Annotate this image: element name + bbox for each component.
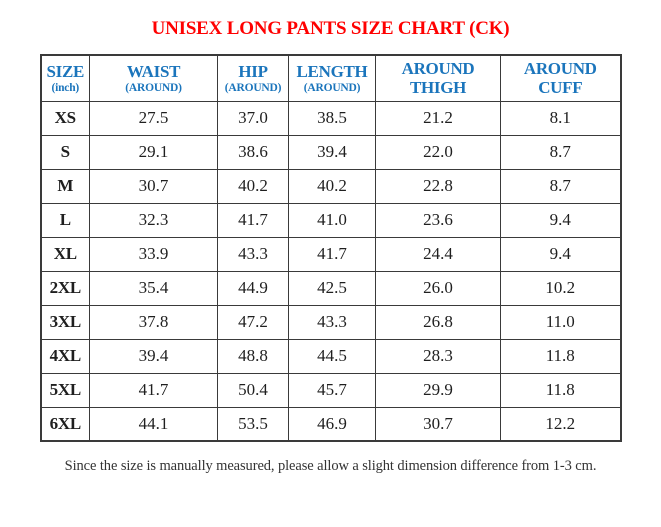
column-header-line2: CUFF bbox=[538, 78, 583, 98]
measurement-value: 53.5 bbox=[217, 406, 289, 442]
measurement-value: 45.7 bbox=[288, 372, 376, 408]
measurement-value: 11.8 bbox=[500, 372, 621, 408]
measurement-value: 44.1 bbox=[89, 406, 218, 442]
column-header-line2: (AROUND) bbox=[303, 81, 361, 94]
table-row-3xl: 3XL 37.8 47.2 43.3 26.8 11.0 bbox=[40, 304, 621, 340]
column-header-line2: (AROUND) bbox=[125, 81, 182, 94]
column-header-line1: AROUND bbox=[523, 59, 597, 79]
table-row-xl: XL 33.9 43.3 41.7 24.4 9.4 bbox=[40, 236, 621, 272]
measurement-value: 44.5 bbox=[288, 338, 376, 374]
measurement-value: 40.2 bbox=[288, 168, 376, 204]
column-header-hip-around: HIP (AROUND) bbox=[217, 54, 289, 102]
column-header-line1: SIZE bbox=[46, 61, 85, 81]
measurement-value: 39.4 bbox=[288, 134, 376, 170]
measurement-value: 29.9 bbox=[375, 372, 501, 408]
measurement-value: 33.9 bbox=[89, 236, 218, 272]
size-chart-table: SIZE (inch) WAIST (AROUND) HIP (AROUND) LENGTH… bbox=[39, 54, 622, 442]
measurement-value: 48.8 bbox=[217, 338, 289, 374]
measurement-value: 22.8 bbox=[375, 168, 501, 204]
measurement-value: 10.2 bbox=[500, 270, 621, 306]
measurement-disclaimer: Since the size is manually measured, ple… bbox=[64, 458, 597, 474]
size-label: 2XL bbox=[40, 270, 90, 306]
measurement-value: 41.7 bbox=[89, 372, 218, 408]
measurement-value: 12.2 bbox=[500, 406, 621, 442]
size-table-header: SIZE (inch) WAIST (AROUND) HIP (AROUND) LENGTH… bbox=[40, 54, 621, 102]
table-row-4xl: 4XL 39.4 48.8 44.5 28.3 11.8 bbox=[40, 338, 621, 374]
measurement-value: 41.0 bbox=[288, 202, 376, 238]
column-header-around-cuff: AROUND CUFF bbox=[500, 54, 621, 102]
size-label: 6XL bbox=[40, 406, 90, 442]
column-header-size-inch: SIZE (inch) bbox=[40, 54, 90, 102]
measurement-value: 35.4 bbox=[89, 270, 218, 306]
column-header-around-thigh: AROUND THIGH bbox=[375, 54, 501, 102]
size-label: XL bbox=[40, 236, 90, 272]
table-row-6xl: 6XL 44.1 53.5 46.9 30.7 12.2 bbox=[40, 406, 621, 442]
measurement-value: 8.1 bbox=[500, 100, 621, 136]
measurement-value: 28.3 bbox=[375, 338, 501, 374]
measurement-value: 47.2 bbox=[217, 304, 289, 340]
measurement-value: 41.7 bbox=[217, 202, 289, 238]
measurement-value: 11.8 bbox=[500, 338, 621, 374]
measurement-value: 27.5 bbox=[89, 100, 218, 136]
measurement-value: 40.2 bbox=[217, 168, 289, 204]
table-row-2xl: 2XL 35.4 44.9 42.5 26.0 10.2 bbox=[40, 270, 621, 306]
measurement-value: 29.1 bbox=[89, 134, 218, 170]
measurement-value: 23.6 bbox=[375, 202, 501, 238]
measurement-value: 26.0 bbox=[375, 270, 501, 306]
table-row-l: L 32.3 41.7 41.0 23.6 9.4 bbox=[40, 202, 621, 238]
measurement-value: 41.7 bbox=[288, 236, 376, 272]
column-header-waist-around: WAIST (AROUND) bbox=[89, 54, 218, 102]
measurement-value: 38.6 bbox=[217, 134, 289, 170]
measurement-value: 37.0 bbox=[217, 100, 289, 136]
measurement-value: 30.7 bbox=[89, 168, 218, 204]
table-row-xs: XS 27.5 37.0 38.5 21.2 8.1 bbox=[40, 100, 621, 136]
size-table-body: XS 27.5 37.0 38.5 21.2 8.1 S 29.1 38.6 39.4 22.0 8.… bbox=[40, 100, 621, 442]
measurement-value: 22.0 bbox=[375, 134, 501, 170]
column-header-line1: LENGTH bbox=[296, 61, 368, 81]
column-header-length-around: LENGTH (AROUND) bbox=[288, 54, 376, 102]
table-row-5xl: 5XL 41.7 50.4 45.7 29.9 11.8 bbox=[40, 372, 621, 408]
measurement-value: 42.5 bbox=[288, 270, 376, 306]
size-label: L bbox=[40, 202, 90, 238]
measurement-value: 50.4 bbox=[217, 372, 289, 408]
table-row-m: M 30.7 40.2 40.2 22.8 8.7 bbox=[40, 168, 621, 204]
measurement-value: 39.4 bbox=[89, 338, 218, 374]
measurement-value: 32.3 bbox=[89, 202, 218, 238]
measurement-value: 8.7 bbox=[500, 168, 621, 204]
measurement-value: 38.5 bbox=[288, 100, 376, 136]
table-row-s: S 29.1 38.6 39.4 22.0 8.7 bbox=[40, 134, 621, 170]
measurement-value: 9.4 bbox=[500, 202, 621, 238]
measurement-value: 46.9 bbox=[288, 406, 376, 442]
column-header-line2: (inch) bbox=[51, 81, 80, 94]
measurement-value: 9.4 bbox=[500, 236, 621, 272]
measurement-value: 37.8 bbox=[89, 304, 218, 340]
size-label: XS bbox=[40, 100, 90, 136]
measurement-value: 43.3 bbox=[288, 304, 376, 340]
measurement-value: 26.8 bbox=[375, 304, 501, 340]
size-label: S bbox=[40, 134, 90, 170]
size-label: 3XL bbox=[40, 304, 90, 340]
size-label: 5XL bbox=[40, 372, 90, 408]
measurement-value: 8.7 bbox=[500, 134, 621, 170]
column-header-line2: (AROUND) bbox=[224, 81, 282, 94]
measurement-value: 43.3 bbox=[217, 236, 289, 272]
measurement-value: 24.4 bbox=[375, 236, 501, 272]
column-header-line1: HIP bbox=[238, 61, 268, 81]
column-header-line1: WAIST bbox=[126, 61, 181, 81]
page-title: UNISEX LONG PANTS SIZE CHART (CK) bbox=[151, 18, 510, 39]
measurement-value: 44.9 bbox=[217, 270, 289, 306]
measurement-value: 21.2 bbox=[375, 100, 501, 136]
column-header-line1: AROUND bbox=[401, 59, 475, 79]
size-table-header-row: SIZE (inch) WAIST (AROUND) HIP (AROUND) LENGTH… bbox=[40, 54, 621, 102]
column-header-line2: THIGH bbox=[409, 78, 467, 98]
measurement-value: 30.7 bbox=[375, 406, 501, 442]
measurement-value: 11.0 bbox=[500, 304, 621, 340]
size-label: 4XL bbox=[40, 338, 90, 374]
size-label: M bbox=[40, 168, 90, 204]
